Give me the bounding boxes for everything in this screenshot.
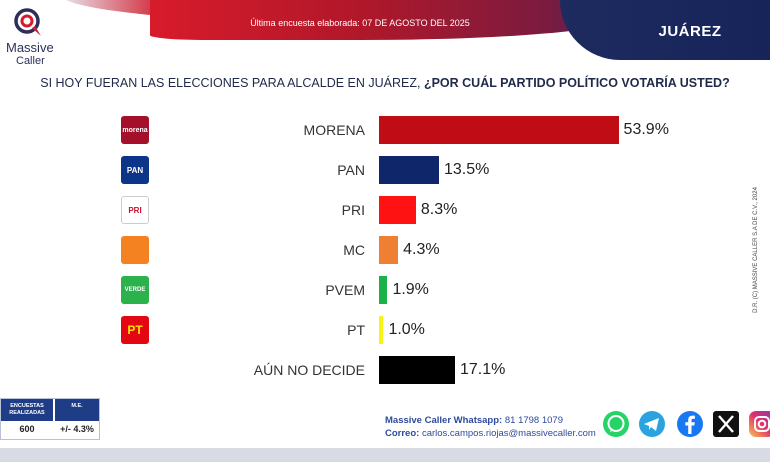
value-label: 53.9% bbox=[623, 121, 669, 138]
facebook-icon[interactable] bbox=[676, 410, 704, 438]
pan-logo-icon: PAN bbox=[121, 156, 149, 184]
email-address[interactable]: carlos.campos.riojas@massivecaller.com bbox=[419, 428, 596, 439]
contact-info: Massive Caller Whatsapp: 81 1798 1079 Co… bbox=[385, 414, 596, 440]
bar bbox=[379, 276, 388, 304]
value-label: 4.3% bbox=[403, 241, 440, 258]
header-band bbox=[150, 0, 620, 40]
category-label: PAN bbox=[337, 162, 365, 178]
bar-chart: morena MORENA 53.9% PAN PAN 13.5% PRI PRI 8.3% MC… bbox=[0, 110, 770, 400]
value-label: 1.9% bbox=[392, 281, 429, 298]
survey-question: SI HOY FUERAN LAS ELECCIONES PARA ALCALD… bbox=[0, 76, 770, 90]
value-label: 1.0% bbox=[388, 321, 425, 338]
category-label: PT bbox=[347, 322, 365, 338]
sample-header-surveys: ENCUESTAS REALIZADAS bbox=[1, 399, 53, 421]
bar bbox=[379, 356, 455, 384]
category-label: MC bbox=[343, 242, 365, 258]
telegram-icon[interactable] bbox=[638, 410, 666, 438]
speech-bubble-logo-icon bbox=[14, 8, 41, 36]
bar bbox=[379, 156, 439, 184]
pt-logo-icon: PT bbox=[121, 316, 149, 344]
bar bbox=[379, 196, 416, 224]
copyright-credit: D.R. (C) MASSIVE CALLER S.A DE C.V., 202… bbox=[746, 170, 766, 330]
category-label: PRI bbox=[341, 202, 365, 218]
chart-row: MC 4.3% bbox=[0, 230, 770, 270]
chart-row: PRI PRI 8.3% bbox=[0, 190, 770, 230]
chart-row: morena MORENA 53.9% bbox=[0, 110, 770, 150]
copyright-text: D.R. (C) MASSIVE CALLER S.A DE C.V., 202… bbox=[753, 187, 759, 313]
question-bold: ¿POR CUÁL PARTIDO POLÍTICO VOTARÍA USTED… bbox=[423, 76, 730, 90]
value-label: 8.3% bbox=[420, 201, 458, 218]
sample-table: ENCUESTAS REALIZADAS M.E. 600 +/- 4.3% bbox=[0, 398, 100, 440]
x-icon[interactable] bbox=[712, 410, 740, 438]
chart-row: PAN PAN 13.5% bbox=[0, 150, 770, 190]
brand-logo: Massive Caller bbox=[4, 6, 64, 67]
chart-row: VERDE PVEM 1.9% bbox=[0, 270, 770, 310]
bar bbox=[379, 236, 399, 264]
category-label: AÚN NO DECIDE bbox=[253, 362, 365, 378]
category-label: MORENA bbox=[303, 122, 365, 138]
whatsapp-number: 81 1798 1079 bbox=[502, 415, 563, 426]
brand-name-2: Caller bbox=[16, 55, 45, 67]
bar bbox=[379, 316, 384, 344]
whatsapp-label: Massive Caller Whatsapp: bbox=[385, 415, 503, 426]
email-label: Correo: bbox=[385, 428, 420, 439]
sample-surveys-value: 600 bbox=[19, 424, 35, 434]
question-prefix: SI HOY FUERAN LAS ELECCIONES PARA ALCALD… bbox=[40, 76, 424, 90]
footer-bar bbox=[0, 448, 770, 462]
region-label: JUÁREZ bbox=[658, 23, 722, 40]
value-label: 17.1% bbox=[460, 361, 506, 378]
sample-header-me: M.E. bbox=[55, 399, 99, 421]
sample-me-value: +/- 4.3% bbox=[60, 424, 94, 434]
region-band bbox=[560, 0, 770, 60]
bar bbox=[379, 116, 619, 144]
category-label: PVEM bbox=[325, 282, 365, 298]
pri-logo-icon: PRI bbox=[121, 196, 149, 224]
survey-date: Última encuesta elaborada: 07 DE AGOSTO … bbox=[250, 18, 470, 28]
morena-logo-icon: morena bbox=[121, 116, 149, 144]
chart-row: PT PT 1.0% bbox=[0, 310, 770, 350]
chart-row: AÚN NO DECIDE 17.1% bbox=[0, 350, 770, 390]
instagram-icon[interactable] bbox=[748, 410, 770, 438]
brand-name: Massive bbox=[6, 40, 54, 55]
mc-logo-icon bbox=[121, 236, 149, 264]
pvem-logo-icon: VERDE bbox=[121, 276, 149, 304]
whatsapp-icon[interactable] bbox=[602, 410, 630, 438]
value-label: 13.5% bbox=[444, 161, 490, 178]
